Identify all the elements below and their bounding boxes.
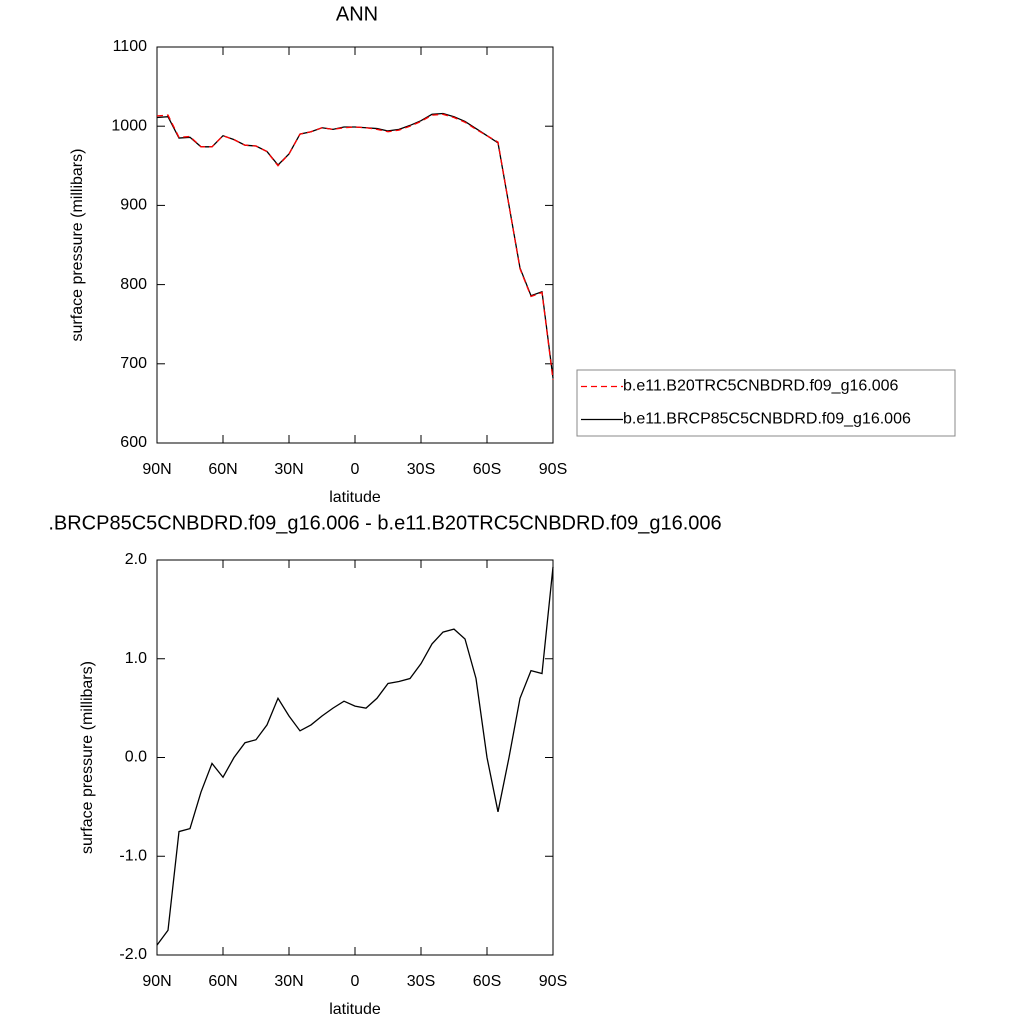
x-axis-label: latitude bbox=[329, 489, 381, 506]
y-tick-label: -2.0 bbox=[119, 946, 147, 963]
x-tick-label: 0 bbox=[351, 973, 360, 990]
y-tick-label: 900 bbox=[120, 197, 147, 214]
data-line bbox=[156, 112, 554, 379]
x-tick-label: 30N bbox=[274, 461, 303, 478]
y-tick-label: 1.0 bbox=[125, 650, 147, 667]
x-tick-label: 90N bbox=[142, 461, 171, 478]
x-tick-label: 60S bbox=[473, 461, 501, 478]
x-tick-label: 90S bbox=[539, 461, 567, 478]
y-tick-label: 1000 bbox=[111, 117, 147, 134]
x-tick-label: 0 bbox=[351, 461, 360, 478]
data-line bbox=[156, 566, 554, 946]
x-tick-label: 30S bbox=[407, 461, 435, 478]
legend-label: b.e11.BRCP85C5CNBDRD.f09_g16.006 bbox=[623, 411, 911, 428]
data-line bbox=[156, 113, 554, 380]
y-tick-label: 700 bbox=[120, 355, 147, 372]
plot-frame bbox=[156, 559, 554, 956]
y-axis-label: surface pressure (millibars) bbox=[69, 149, 86, 342]
plot-frame bbox=[156, 46, 554, 444]
legend-label: b.e11.B20TRC5CNBDRD.f09_g16.006 bbox=[623, 378, 899, 395]
x-tick-label: 90S bbox=[539, 973, 567, 990]
y-tick-label: 600 bbox=[120, 434, 147, 451]
x-tick-label: 60N bbox=[208, 973, 237, 990]
y-tick-label: 0.0 bbox=[125, 749, 147, 766]
x-tick-label: 30N bbox=[274, 973, 303, 990]
y-tick-label: 800 bbox=[120, 276, 147, 293]
y-tick-label: 2.0 bbox=[125, 551, 147, 568]
y-axis-label: surface pressure (millibars) bbox=[79, 661, 96, 854]
y-tick-label: 1100 bbox=[113, 38, 148, 55]
x-tick-label: 30S bbox=[407, 973, 435, 990]
legend-box bbox=[576, 369, 956, 437]
chart-title: ANN bbox=[336, 3, 378, 25]
x-tick-label: 90N bbox=[142, 973, 171, 990]
x-axis-label: latitude bbox=[329, 1001, 381, 1018]
x-tick-label: 60N bbox=[208, 461, 237, 478]
chart-title: .BRCP85C5CNBDRD.f09_g16.006 - b.e11.B20T… bbox=[48, 512, 721, 534]
x-tick-label: 60S bbox=[473, 973, 501, 990]
y-tick-label: -1.0 bbox=[119, 847, 147, 864]
